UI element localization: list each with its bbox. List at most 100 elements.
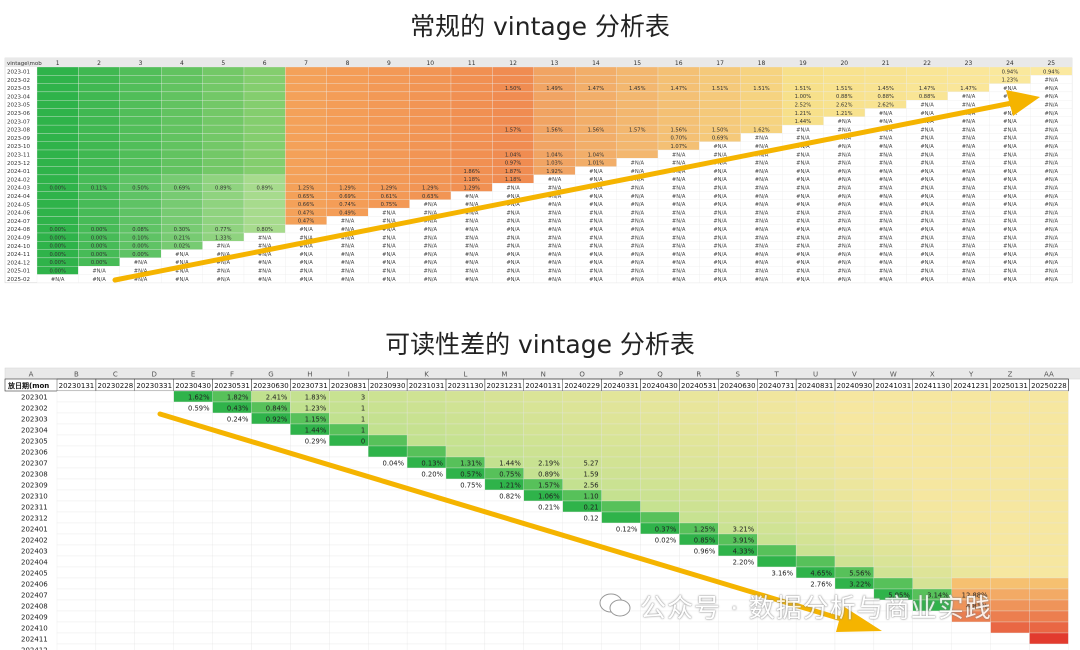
table1-na: #N/A: [299, 244, 313, 250]
table2-cell: [1029, 412, 1069, 425]
table1-na: #N/A: [465, 244, 479, 250]
table1-cell-value: 0.00%: [91, 252, 108, 258]
table1-row-label: 2023-09: [7, 136, 30, 142]
table1-na: #N/A: [258, 252, 272, 258]
table1-na: #N/A: [1045, 202, 1059, 208]
table1-cell: [202, 133, 245, 142]
table1-cell: [285, 83, 327, 93]
table2-col-header: 20240930: [837, 382, 873, 390]
table2-cell: [951, 544, 991, 557]
table1-cell: [368, 166, 410, 176]
table2-cell: [173, 522, 213, 535]
table2-cell: [1029, 434, 1069, 447]
table2-cell: [834, 456, 875, 469]
table1-cell: [657, 91, 700, 101]
table2-cell: [1029, 489, 1069, 502]
table1-na: #N/A: [713, 177, 727, 183]
table1-na: #N/A: [506, 235, 520, 241]
table1-cell: [78, 133, 120, 142]
table1-cell: [823, 66, 866, 76]
table2-cell: [640, 434, 680, 447]
table1-na: #N/A: [672, 269, 686, 275]
table2-cell: [445, 533, 486, 546]
table2-cell: [95, 478, 135, 491]
table2-cell: [951, 412, 991, 425]
table2-cell: [640, 544, 680, 557]
table2-cell: [990, 610, 1030, 623]
table2-cell: [56, 434, 97, 447]
table1-cell: [119, 124, 162, 134]
table2-cell: [445, 621, 486, 634]
table2-cell: [523, 511, 563, 524]
table2-cell: [795, 467, 836, 480]
table2-cell: [290, 621, 330, 634]
table2-cell-value: 0.21%: [538, 504, 560, 512]
table1-cell: [699, 91, 741, 101]
table2-cell: [679, 500, 719, 513]
table1-na: #N/A: [631, 227, 645, 233]
table1-na: #N/A: [838, 202, 852, 208]
table1-row-label: 2024-03: [7, 186, 30, 192]
table1-na: #N/A: [838, 177, 852, 183]
table2-cell: [56, 445, 97, 458]
table2-cell: [834, 478, 875, 491]
table2-col-letter: V: [852, 371, 857, 379]
table2-cell: [990, 412, 1030, 425]
table1-cell: [740, 91, 783, 101]
table1-na: #N/A: [1045, 152, 1059, 158]
table2-cell: [990, 621, 1030, 634]
table1-cell: [243, 158, 286, 167]
table2-row-label: 202404: [21, 559, 48, 567]
table1-na: #N/A: [796, 219, 810, 225]
table2-cell: [251, 621, 291, 634]
table1-cell: [161, 174, 203, 184]
table2-cell: [329, 643, 369, 650]
table1-cell-value: 1.51%: [795, 86, 812, 92]
table1-na: #N/A: [796, 136, 810, 142]
table1-cell: [78, 149, 120, 159]
table2-cell: [912, 632, 952, 645]
table1-cell-value: 1.04%: [546, 152, 563, 158]
table1-na: #N/A: [631, 169, 645, 175]
table2-cell: [523, 423, 563, 436]
table2-cell: [329, 610, 369, 623]
table1-cell: [36, 191, 79, 200]
table1-na: #N/A: [962, 177, 976, 183]
table2-cell: [640, 445, 680, 458]
table2-cell: [406, 412, 447, 425]
table1-na: #N/A: [796, 235, 810, 241]
table2-cell: [757, 390, 797, 403]
table1-na: #N/A: [838, 227, 852, 233]
table1-na: #N/A: [713, 186, 727, 192]
table2-cell: [757, 434, 797, 447]
table2-cell: [990, 434, 1030, 447]
table2-cell: [601, 643, 641, 650]
table1-cell: [285, 116, 327, 126]
table1-trend-arrow-shaft: [112, 100, 1015, 283]
top-chart-title: 常规的 vintage 分析表: [410, 12, 670, 41]
table1-cell-value: 2.52%: [795, 103, 812, 109]
table1-na: #N/A: [506, 269, 520, 275]
table1-na: #N/A: [920, 186, 934, 192]
table2-cell: [56, 390, 97, 403]
table2-cell-value: 1.25%: [694, 526, 716, 534]
table2-cell: [1029, 401, 1069, 414]
table1-cell: [119, 108, 162, 117]
table2-cell: [562, 445, 602, 458]
table1-na: #N/A: [341, 269, 355, 275]
table2-row-label: 202410: [21, 625, 48, 633]
table1-cell: [119, 75, 162, 84]
table2-cell: [212, 522, 252, 535]
table2-cell: [134, 643, 174, 650]
table2-cell: [56, 478, 97, 491]
table1-col-header: 11: [468, 60, 476, 67]
table2-cell: [990, 478, 1030, 491]
table1-na: #N/A: [424, 202, 438, 208]
table2-cell: [329, 544, 369, 557]
table1-na: #N/A: [713, 235, 727, 241]
table2-col-header: 20230331: [136, 382, 172, 390]
table1-na: #N/A: [879, 152, 893, 158]
table2-cell-value: 1.82%: [227, 394, 249, 402]
table2-col-letter: X: [930, 371, 935, 379]
table1-col-header: 6: [263, 60, 267, 67]
